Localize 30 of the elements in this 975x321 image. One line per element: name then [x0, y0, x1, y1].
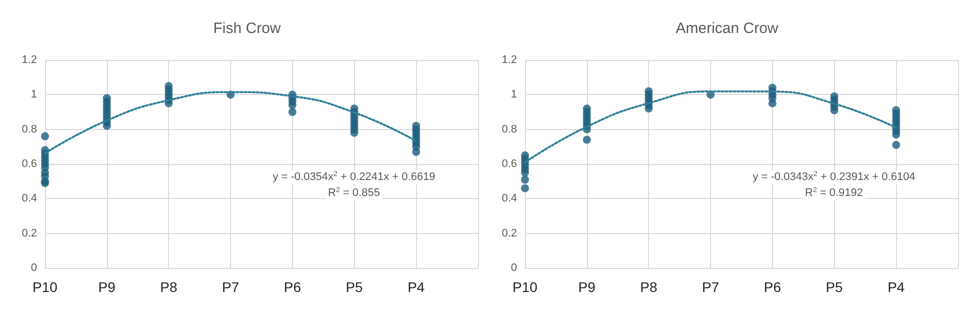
y-tick-label: 0.2: [22, 227, 37, 240]
chart-title: American Crow: [676, 20, 778, 37]
x-tick-label: P8: [640, 279, 658, 295]
y-tick-label: 0.8: [502, 123, 517, 136]
x-tick-label: P4: [408, 279, 425, 295]
x-tick-label: P8: [160, 279, 178, 295]
y-tick-label: 1: [30, 88, 37, 101]
x-tick-label: P5: [826, 279, 844, 295]
y-tick-label: 1.2: [22, 54, 37, 66]
x-tick-label: P6: [284, 279, 302, 295]
y-tick-label: 0.6: [22, 158, 37, 170]
x-tick-label: P9: [98, 279, 116, 295]
y-tick-label: 1.2: [502, 54, 517, 66]
y-tick-label: 0: [30, 262, 37, 274]
x-tick-label: P7: [222, 279, 240, 295]
x-tick-label: P5: [346, 279, 364, 295]
x-tick-label: P9: [578, 279, 596, 295]
y-tick-label: 1: [510, 88, 517, 101]
y-tick-label: 0.8: [22, 123, 37, 136]
y-tick-label: 0.2: [502, 227, 517, 240]
y-tick-label: 0: [510, 262, 517, 274]
y-tick-label: 0.4: [22, 192, 37, 205]
x-tick-label: P10: [32, 279, 58, 295]
chart-title: Fish Crow: [213, 20, 281, 37]
y-tick-label: 0.6: [502, 158, 517, 170]
x-tick-label: P4: [888, 279, 905, 295]
x-tick-label: P10: [512, 279, 538, 295]
y-tick-label: 0.4: [502, 192, 517, 205]
x-tick-label: P6: [764, 279, 782, 295]
x-tick-label: P7: [702, 279, 720, 295]
